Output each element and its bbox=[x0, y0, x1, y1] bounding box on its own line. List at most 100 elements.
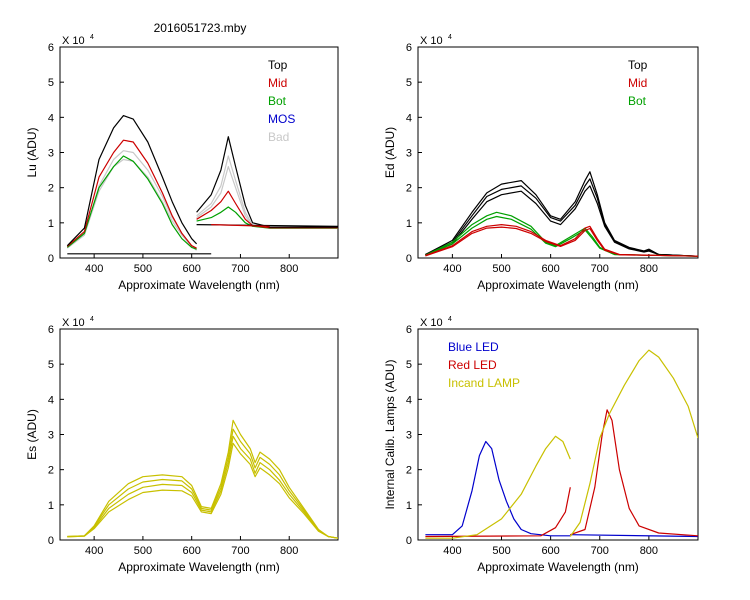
legend-entry-bad: Bad bbox=[268, 130, 289, 144]
legend-entry-mos: MOS bbox=[268, 112, 295, 126]
x-tick-label: 400 bbox=[85, 545, 103, 557]
x-tick-label: 500 bbox=[134, 545, 152, 557]
series-line-es bbox=[67, 428, 338, 539]
series-line-bot bbox=[425, 211, 698, 257]
series-group bbox=[66, 115, 338, 255]
y-tick-label: 4 bbox=[406, 112, 412, 124]
series-line-es bbox=[67, 442, 338, 539]
legend-entry-blue-led: Blue LED bbox=[448, 340, 499, 354]
series-line-es bbox=[67, 419, 338, 539]
y-tick-label: 3 bbox=[48, 148, 54, 160]
x-tick-label: 500 bbox=[492, 545, 510, 557]
x-tick-label: 600 bbox=[183, 263, 201, 275]
series-line-bot bbox=[66, 155, 197, 250]
y-tick-label: 4 bbox=[406, 394, 412, 406]
series-line-top bbox=[425, 171, 698, 257]
legend-entry-incand-lamp: Incand LAMP bbox=[448, 376, 520, 390]
x-axis-label: Approximate Wavelength (nm) bbox=[477, 278, 639, 292]
x-tick-label: 700 bbox=[591, 263, 609, 275]
plot-frame bbox=[417, 46, 699, 259]
y-tick-label: 1 bbox=[48, 218, 54, 230]
y-tick-label: 3 bbox=[406, 430, 412, 442]
y-axis-label: Ed (ADU) bbox=[383, 127, 397, 178]
series-line-bot bbox=[425, 215, 698, 257]
y-tick-label: 6 bbox=[48, 42, 54, 54]
legend-entry-red-led: Red LED bbox=[448, 358, 497, 372]
y-tick-label: 6 bbox=[48, 324, 54, 336]
series-group bbox=[425, 349, 698, 539]
x-tick-label: 600 bbox=[183, 545, 201, 557]
y-tick-label: 0 bbox=[48, 253, 54, 265]
x-tick-label: 700 bbox=[591, 545, 609, 557]
y-tick-label: 1 bbox=[406, 218, 412, 230]
x-tick-label: 400 bbox=[443, 545, 461, 557]
series-line-mid bbox=[66, 139, 197, 249]
y-tick-label: 5 bbox=[406, 359, 412, 371]
y-tick-label: 4 bbox=[48, 394, 54, 406]
series-line-red-led bbox=[425, 487, 571, 538]
y-tick-label: 1 bbox=[48, 500, 54, 512]
x-tick-label: 700 bbox=[231, 545, 249, 557]
axis-exponent-power: 4 bbox=[90, 34, 94, 41]
y-tick-label: 5 bbox=[406, 77, 412, 89]
x-tick-label: 700 bbox=[231, 263, 249, 275]
y-tick-label: 0 bbox=[48, 535, 54, 547]
series-line-blue-led bbox=[425, 440, 571, 537]
y-axis-label: Lu (ADU) bbox=[25, 127, 39, 177]
series-group bbox=[67, 419, 338, 539]
axis-exponent-label: X 10 bbox=[62, 317, 85, 329]
series-line-mid bbox=[196, 190, 338, 229]
y-tick-label: 2 bbox=[406, 465, 412, 477]
y-tick-label: 1 bbox=[406, 500, 412, 512]
y-tick-label: 0 bbox=[406, 535, 412, 547]
figure-title: 2016051723.mby bbox=[154, 21, 247, 35]
series-line-mid bbox=[425, 226, 698, 257]
y-tick-label: 3 bbox=[406, 148, 412, 160]
x-tick-label: 800 bbox=[640, 545, 658, 557]
chart-lamps: 400 500 600 700 800 0 1 2 3 4 5 6 X 10 4 Approximate W… bbox=[383, 316, 699, 574]
legend-entry-top: Top bbox=[628, 58, 648, 72]
axis-exponent-power: 4 bbox=[448, 316, 452, 323]
series-line-incand-lamp bbox=[425, 435, 571, 539]
x-tick-label: 800 bbox=[640, 263, 658, 275]
series-line-top bbox=[66, 115, 198, 247]
series-line-top bbox=[425, 185, 698, 257]
chart-lu: 400 500 600 700 800 0 1 2 3 4 5 6 X 10 4 Approximate W… bbox=[25, 34, 339, 292]
series-line-incand-lamp bbox=[569, 349, 698, 537]
y-tick-label: 2 bbox=[48, 183, 54, 195]
x-axis-label: Approximate Wavelength (nm) bbox=[118, 278, 280, 292]
y-tick-label: 3 bbox=[48, 430, 54, 442]
series-line-bad bbox=[196, 155, 338, 229]
legend-entry-mid: Mid bbox=[628, 76, 647, 90]
legend-entry-mid: Mid bbox=[268, 76, 287, 90]
y-axis-label: Es (ADU) bbox=[25, 409, 39, 460]
x-tick-label: 400 bbox=[443, 263, 461, 275]
series-line-mid bbox=[211, 224, 270, 227]
y-tick-label: 5 bbox=[48, 77, 54, 89]
y-tick-label: 6 bbox=[406, 42, 412, 54]
series-line-es bbox=[67, 435, 338, 539]
x-tick-label: 500 bbox=[134, 263, 152, 275]
chart-es: 400 500 600 700 800 0 1 2 3 4 5 6 X 10 4 Approximate W… bbox=[25, 316, 339, 574]
legend-entry-top: Top bbox=[268, 58, 288, 72]
x-tick-label: 800 bbox=[280, 545, 298, 557]
y-axis-label: Internal Calib. Lamps (ADU) bbox=[383, 359, 397, 509]
x-tick-label: 600 bbox=[541, 545, 559, 557]
series-line-mid bbox=[425, 224, 698, 257]
series-line-red-led bbox=[570, 409, 698, 537]
x-tick-label: 500 bbox=[492, 263, 510, 275]
axis-exponent-label: X 10 bbox=[62, 35, 85, 47]
series-line-blue-led bbox=[570, 534, 698, 538]
series-line-bad bbox=[66, 158, 197, 251]
y-tick-label: 2 bbox=[48, 465, 54, 477]
y-tick-label: 6 bbox=[406, 324, 412, 336]
x-tick-label: 600 bbox=[541, 263, 559, 275]
x-axis-label: Approximate Wavelength (nm) bbox=[118, 560, 280, 574]
y-tick-label: 2 bbox=[406, 183, 412, 195]
y-tick-label: 0 bbox=[406, 253, 412, 265]
axis-exponent-label: X 10 bbox=[420, 317, 443, 329]
series-line-bad bbox=[66, 150, 197, 251]
legend-entry-bot: Bot bbox=[628, 94, 647, 108]
x-tick-label: 400 bbox=[85, 263, 103, 275]
